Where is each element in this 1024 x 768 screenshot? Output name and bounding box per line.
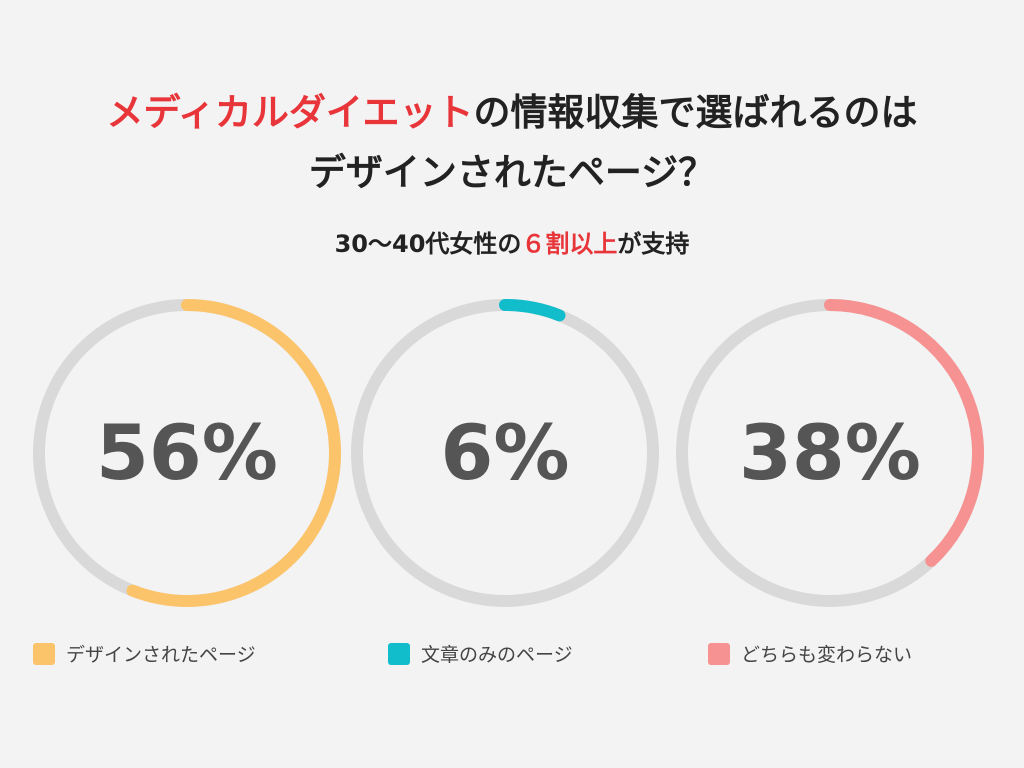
legend-label: 文章のみのページ [421, 644, 573, 666]
chart-title: デザインされたページ？ [309, 151, 715, 194]
title-segment: の情報収集で選ばれるのは [474, 91, 918, 134]
subtitle-segment: が支持 [617, 230, 689, 258]
gauge-value-label: 56% [96, 408, 278, 497]
legend-swatch [388, 643, 410, 665]
legend-label: どちらも変わらない [741, 644, 912, 666]
subtitle-segment: ６割以上 [521, 230, 617, 258]
chart-title: メディカルダイエットの情報収集で選ばれるのは [106, 91, 917, 134]
legend-swatch [708, 643, 730, 665]
title-segment: メディカルダイエット [106, 91, 473, 134]
gauge-arc [499, 299, 566, 322]
gauge-arc [824, 299, 984, 567]
chart-subtitle: 30〜40代女性の６割以上が支持 [335, 230, 690, 258]
subtitle-segment: 30〜40代女性の [335, 230, 522, 258]
legend-swatch [33, 643, 55, 665]
gauge-value-label: 38% [739, 408, 921, 497]
title-segment: デザインされたページ？ [309, 151, 715, 194]
gauge-value-label: 6% [440, 408, 569, 497]
gauge-arc [126, 299, 341, 607]
legend-label: デザインされたページ [66, 644, 256, 666]
